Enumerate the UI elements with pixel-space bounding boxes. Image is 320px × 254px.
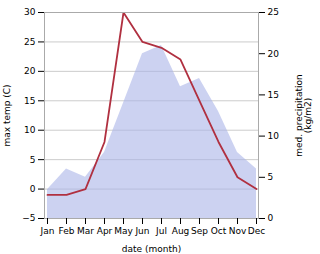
svg-text:max temp (C): max temp (C) [2, 84, 12, 146]
svg-text:Nov: Nov [229, 226, 247, 236]
svg-text:Jun: Jun [134, 226, 149, 236]
svg-text:Feb: Feb [59, 226, 75, 236]
svg-text:med. precipitation(kg/m2): med. precipitation(kg/m2) [294, 74, 313, 156]
svg-text:25: 25 [24, 37, 35, 47]
svg-text:Sep: Sep [191, 226, 208, 236]
svg-text:Jan: Jan [40, 226, 55, 236]
svg-text:30: 30 [24, 7, 36, 17]
svg-text:10: 10 [24, 125, 36, 135]
svg-text:5: 5 [30, 155, 36, 165]
svg-text:Jul: Jul [155, 226, 167, 236]
svg-text:Aug: Aug [172, 226, 190, 236]
svg-text:Dec: Dec [248, 226, 265, 236]
svg-text:May: May [114, 226, 133, 236]
svg-text:Oct: Oct [211, 226, 227, 236]
svg-text:Mar: Mar [77, 226, 94, 236]
svg-text:date (month): date (month) [122, 244, 181, 254]
svg-text:5: 5 [268, 172, 274, 182]
svg-text:10: 10 [268, 131, 280, 141]
svg-text:0: 0 [30, 184, 36, 194]
svg-text:20: 20 [268, 49, 280, 59]
svg-text:15: 15 [268, 90, 279, 100]
svg-text:Apr: Apr [97, 226, 113, 236]
svg-text:25: 25 [268, 7, 279, 17]
svg-text:0: 0 [268, 213, 274, 223]
svg-text:20: 20 [24, 66, 36, 76]
svg-text:15: 15 [24, 96, 35, 106]
svg-text:−5: −5 [22, 213, 35, 223]
